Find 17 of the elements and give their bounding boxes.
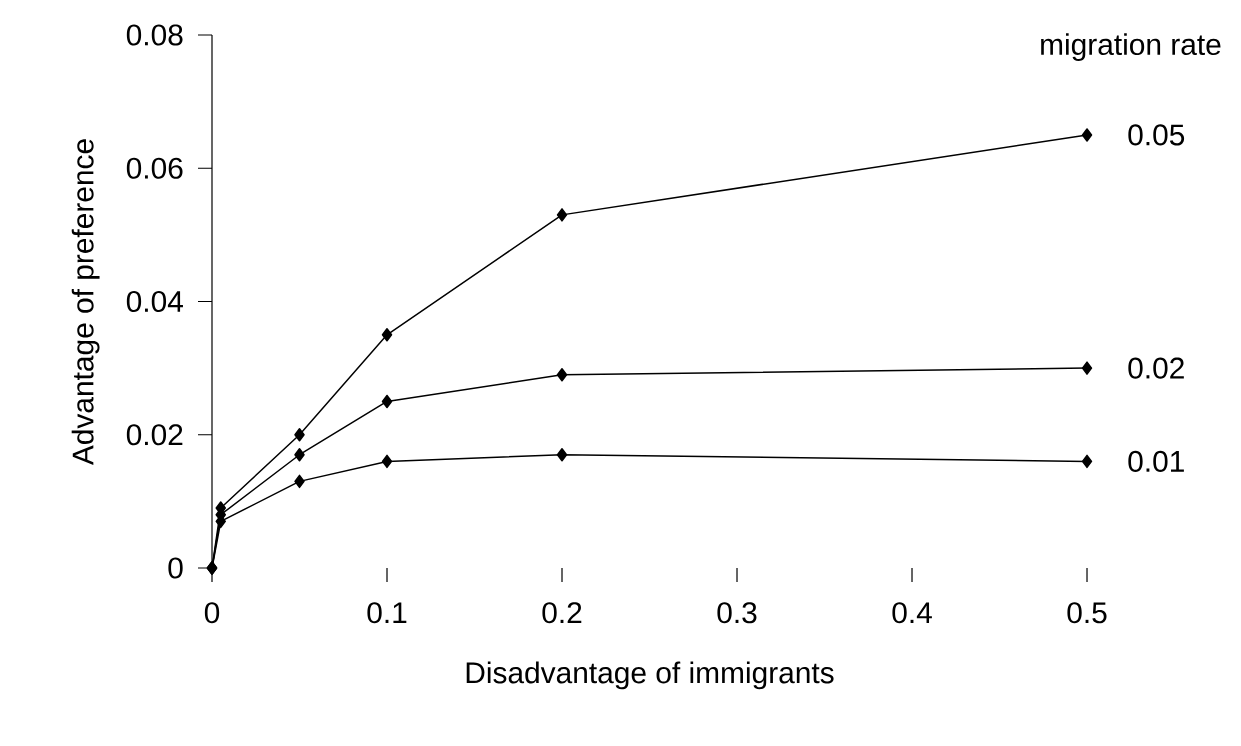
y-tick-label: 0.02 <box>126 424 183 446</box>
series-label: 0.05 <box>1128 124 1185 146</box>
y-tick-label: 0.06 <box>126 157 183 179</box>
series-label: 0.02 <box>1128 357 1184 379</box>
legend-title: migration rate <box>1041 33 1221 62</box>
x-tick-label: 0.2 <box>542 602 582 624</box>
x-tick-label: 0.4 <box>892 602 932 624</box>
x-axis-title: Disadvantage of immigrants <box>466 661 834 690</box>
x-tick-label: 0 <box>204 602 220 624</box>
x-tick-label: 0.5 <box>1067 602 1107 624</box>
y-tick-label: 0.04 <box>126 290 183 313</box>
x-tick-label: 0.3 <box>717 602 757 624</box>
y-axis-title: Advantage of preference <box>71 139 100 466</box>
y-tick-label: 0 <box>168 557 183 579</box>
series-label: 0.01 <box>1128 450 1184 472</box>
x-tick-label: 0.1 <box>367 602 407 624</box>
y-tick-label: 0.08 <box>126 24 183 46</box>
